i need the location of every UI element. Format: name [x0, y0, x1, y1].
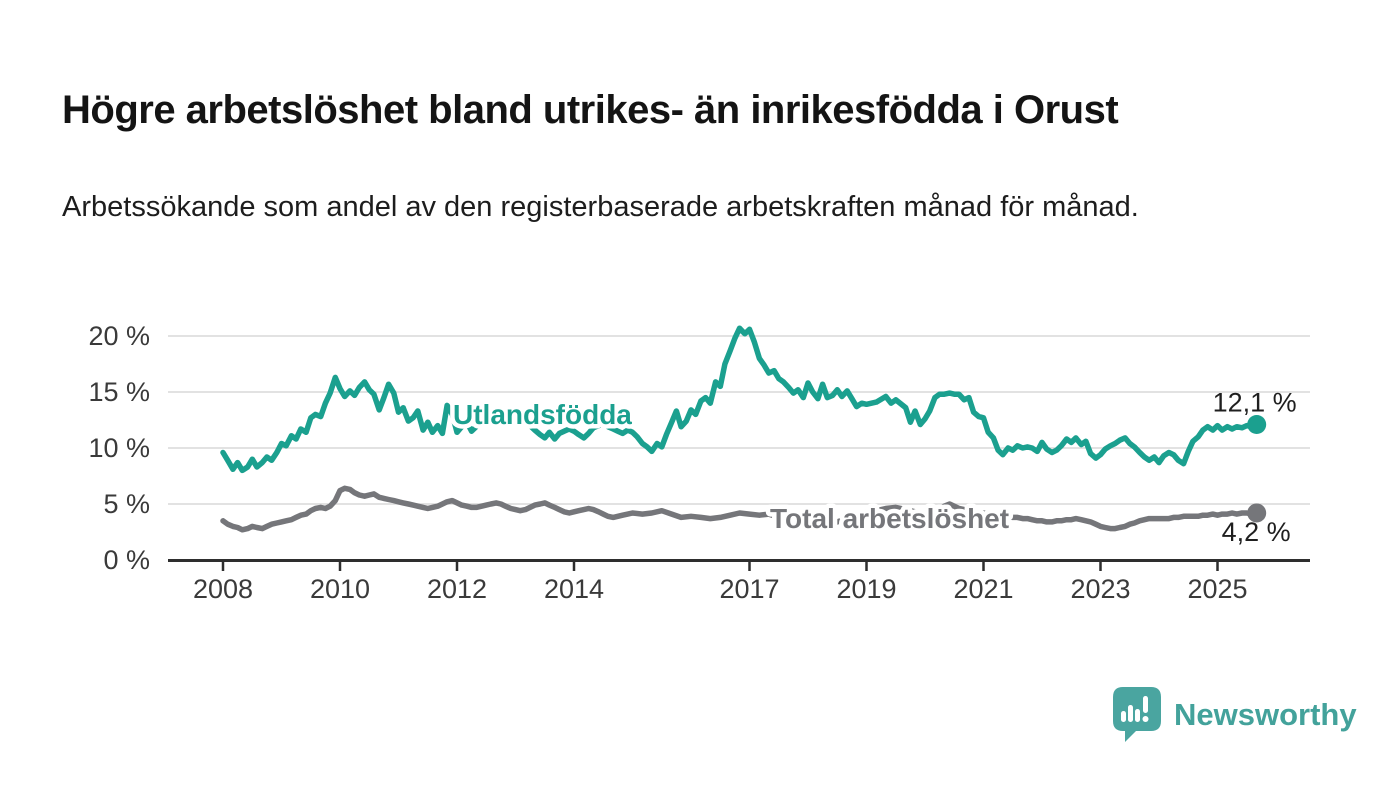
y-tick-label: 0 %	[103, 545, 150, 575]
series-endpoint-dot-1	[1247, 503, 1267, 523]
x-tick-label: 2021	[953, 574, 1013, 604]
y-tick-label: 20 %	[88, 321, 150, 351]
series-end-value-0: 12,1 %	[1213, 387, 1297, 417]
chart-title: Högre arbetslöshet bland utrikes- än inr…	[62, 87, 1119, 132]
y-tick-label: 5 %	[103, 489, 150, 519]
series-line-1	[220, 485, 1260, 533]
x-tick-label: 2014	[544, 574, 604, 604]
logo-bar-2	[1128, 705, 1133, 722]
newsworthy-brand: Newsworthy	[1113, 686, 1357, 744]
x-tick-label: 2023	[1070, 574, 1130, 604]
logo-exclamation-dot	[1142, 716, 1149, 722]
newsworthy-brand-text: Newsworthy	[1174, 697, 1357, 732]
y-tick-label: 10 %	[88, 433, 150, 463]
series-line-0	[220, 325, 1260, 474]
chart-subtitle: Arbetssökande som andel av den registerb…	[62, 191, 1139, 223]
y-tick-label: 15 %	[88, 377, 150, 407]
x-tick-label: 2012	[427, 574, 487, 604]
logo-exclamation-bar	[1143, 696, 1148, 713]
x-tick-label: 2017	[719, 574, 779, 604]
x-tick-label: 2019	[836, 574, 896, 604]
logo-bar-3	[1135, 709, 1140, 722]
x-tick-label: 2010	[310, 574, 370, 604]
logo-bar-1	[1121, 711, 1126, 722]
series-label-1: Total arbetslöshet	[770, 503, 1009, 534]
series-label-0: Utlandsfödda	[453, 399, 632, 430]
newsworthy-logo-icon	[1113, 687, 1161, 742]
x-tick-label: 2025	[1187, 574, 1247, 604]
series-end-value-1: 4,2 %	[1222, 517, 1291, 547]
x-tick-label: 2008	[193, 574, 253, 604]
series-endpoint-dot-0	[1247, 414, 1267, 434]
